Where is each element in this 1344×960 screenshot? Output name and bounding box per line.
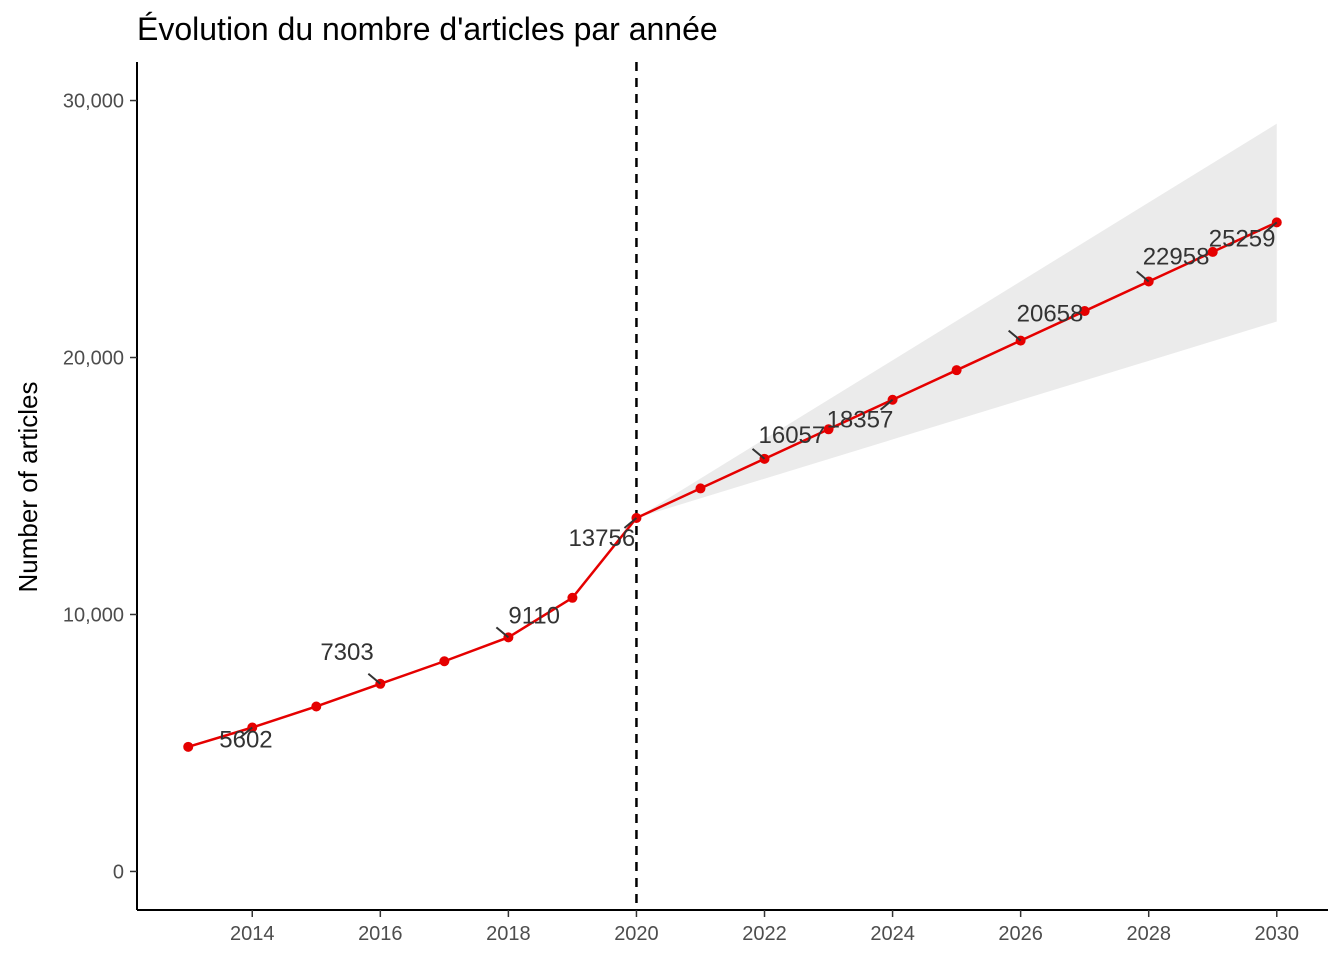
data-label: 18357 — [827, 407, 894, 434]
series-line — [187, 221, 1278, 749]
data-label: 25259 — [1209, 225, 1276, 252]
x-tick-label: 2026 — [998, 923, 1043, 945]
data-label: 20658 — [1017, 301, 1084, 328]
data-label-leader — [879, 398, 894, 411]
x-tick-label: 2016 — [358, 923, 403, 945]
data-point — [1207, 246, 1218, 257]
data-label-leader — [1008, 329, 1022, 342]
data-label: 22958 — [1143, 244, 1210, 271]
data-label-leader — [1264, 221, 1278, 234]
x-tick-label: 2024 — [870, 923, 915, 945]
x-tick-label: 2014 — [230, 923, 275, 945]
x-tick-label: 2022 — [742, 923, 787, 945]
y-tick-label: 10,000 — [63, 604, 124, 626]
y-tick-label: 30,000 — [63, 91, 124, 113]
y-tick-label: 0 — [113, 861, 124, 883]
y-axis-label: Number of articles — [13, 382, 43, 593]
data-point — [1079, 306, 1090, 317]
data-label-leader — [623, 517, 638, 529]
x-tick-label: 2018 — [486, 923, 531, 945]
data-point — [951, 365, 962, 376]
data-label-leader — [367, 673, 381, 685]
x-tick-label: 2028 — [1126, 923, 1171, 945]
chart-title: Évolution du nombre d'articles par année — [137, 11, 718, 47]
data-label-leader — [239, 726, 253, 739]
data-point — [183, 741, 194, 752]
data-label-leader — [495, 626, 510, 639]
x-tick-label: 2030 — [1255, 923, 1300, 945]
y-tick-label: 20,000 — [63, 348, 124, 370]
data-label-leader — [1136, 270, 1150, 283]
data-label: 9110 — [508, 602, 560, 629]
data-label-leader — [751, 448, 766, 460]
data-point — [567, 592, 578, 603]
plot-area: 0 10,000 20,000 30,000 2014 2016 2018 2020 2022 2… — [63, 62, 1328, 945]
data-label: 7303 — [320, 639, 373, 666]
data-point — [311, 701, 322, 712]
data-label: 13756 — [568, 525, 635, 552]
data-label: 16057 — [759, 422, 826, 449]
data-point — [695, 483, 706, 494]
confidence-band — [636, 123, 1277, 518]
data-point — [823, 424, 834, 435]
data-point — [439, 656, 450, 667]
data-label: 5602 — [219, 727, 272, 754]
x-tick-label: 2020 — [614, 923, 659, 945]
